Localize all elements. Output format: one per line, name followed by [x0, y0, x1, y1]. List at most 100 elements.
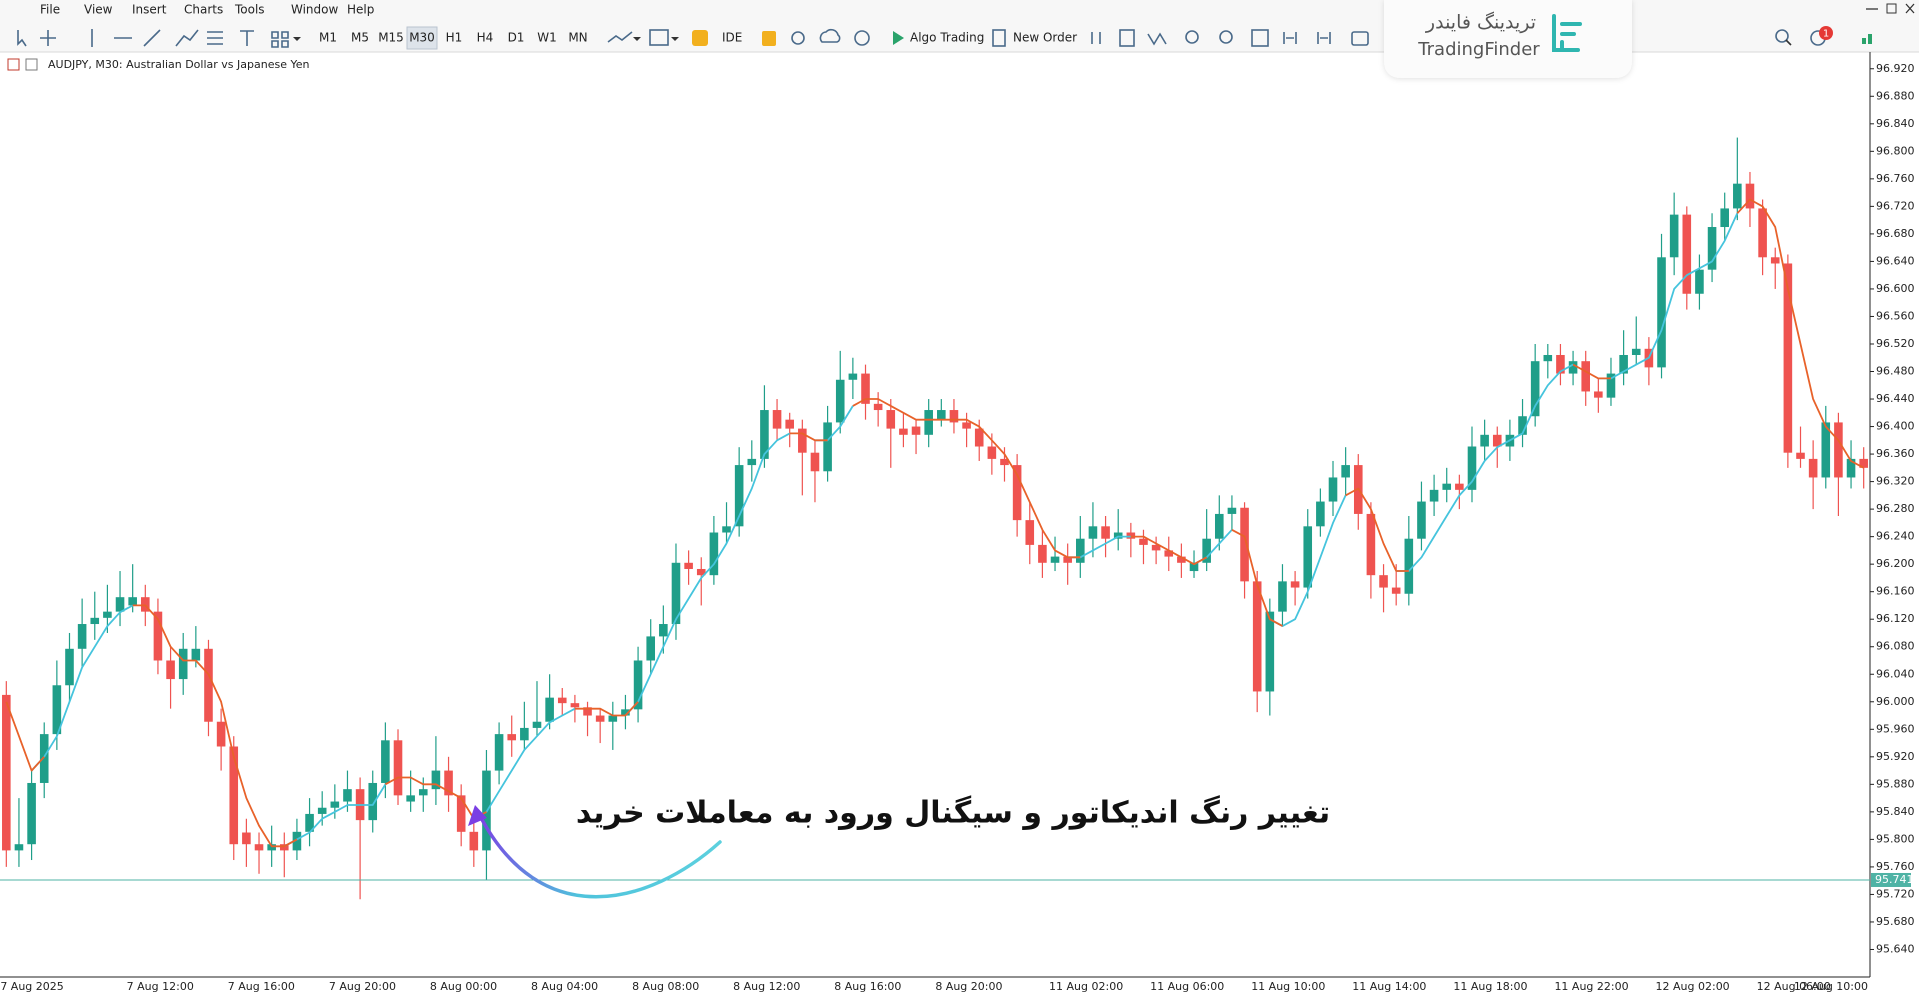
candle-body — [1455, 483, 1464, 490]
timeframe-button[interactable]: H4 — [477, 31, 494, 45]
new-order-button[interactable]: New Order — [1013, 31, 1077, 45]
candle-body — [1429, 489, 1439, 502]
zoom-in-button[interactable] — [1185, 30, 1199, 44]
candle-body — [886, 410, 896, 429]
y-tick-label: 96.280 — [1876, 502, 1915, 515]
ide-button[interactable]: IDE — [722, 31, 742, 45]
zoom-out-button[interactable] — [1219, 30, 1233, 44]
dropdown[interactable] — [293, 37, 301, 41]
chart-mode-button[interactable] — [1119, 29, 1135, 47]
y-tick-label: 96.240 — [1876, 530, 1915, 543]
algo-trading-button[interactable]: Algo Trading — [910, 31, 984, 45]
candle-body — [1530, 361, 1540, 417]
candle-body — [469, 831, 479, 851]
menu-item[interactable]: Tools — [234, 3, 265, 17]
x-tick-label: 7 Aug 2025 — [0, 980, 63, 993]
candle-body — [1568, 361, 1578, 374]
dropdown[interactable] — [671, 37, 679, 41]
candle-body — [1379, 575, 1388, 588]
market-button[interactable] — [692, 30, 708, 46]
depth-button[interactable] — [1091, 32, 1101, 44]
notification-count: 1 — [1823, 29, 1829, 40]
timeframe-button[interactable]: D1 — [508, 31, 525, 45]
y-tick-label: 96.120 — [1876, 612, 1915, 625]
candle-body — [911, 426, 921, 435]
timeframe-button[interactable]: M5 — [351, 31, 369, 45]
menu-item[interactable]: Help — [347, 3, 374, 17]
timeframe-button[interactable]: MN — [568, 31, 587, 45]
shapes-button[interactable] — [271, 31, 289, 48]
signals-button[interactable] — [791, 31, 805, 45]
fibo-button[interactable] — [207, 31, 223, 45]
candle-body — [216, 721, 226, 747]
candle-body — [747, 458, 757, 466]
menu-item[interactable]: Insert — [132, 3, 167, 17]
candle-body — [810, 452, 820, 472]
candle-body — [1606, 373, 1616, 398]
candle-body — [1038, 544, 1047, 563]
x-tick-label: 7 Aug 12:00 — [127, 980, 194, 993]
candle-body — [1834, 422, 1843, 478]
candle-body — [772, 410, 782, 429]
dropdown[interactable] — [633, 37, 641, 41]
candle-body — [608, 715, 618, 722]
chart-icon — [25, 58, 38, 71]
hosting-button[interactable] — [854, 30, 870, 46]
scroll-button[interactable] — [1283, 32, 1297, 44]
current-price-label: 95.741 — [1875, 873, 1914, 886]
annotation-arrowhead — [468, 805, 487, 826]
current-price-box — [1871, 872, 1911, 887]
search-button[interactable] — [1785, 39, 1792, 46]
logo-panel — [1384, 0, 1632, 78]
candle-body — [1316, 501, 1325, 527]
crosshair-button[interactable] — [40, 30, 56, 46]
text-button[interactable] — [240, 30, 254, 46]
candle-body — [659, 624, 668, 637]
close-button[interactable] — [1905, 3, 1915, 14]
candle-body — [684, 562, 693, 569]
candle-body — [204, 648, 213, 722]
candle-body — [1467, 446, 1477, 490]
candle-body — [1594, 391, 1603, 398]
candle-body — [393, 740, 403, 796]
candle-body — [1290, 581, 1300, 588]
channel-button[interactable] — [175, 29, 199, 47]
x-tick-label: 11 Aug 18:00 — [1453, 980, 1527, 993]
trendline-button[interactable] — [143, 29, 161, 47]
x-tick-label: 8 Aug 00:00 — [430, 980, 497, 993]
y-tick-label: 95.760 — [1876, 860, 1915, 873]
search-button[interactable] — [1775, 29, 1789, 43]
menu-item[interactable]: File — [40, 3, 60, 17]
vps-button[interactable] — [819, 28, 841, 43]
candle-body — [115, 597, 125, 612]
candle-body — [1341, 465, 1350, 478]
candle-body — [1821, 422, 1831, 478]
y-tick-label: 96.560 — [1876, 309, 1915, 322]
timeframe-button[interactable]: H1 — [446, 31, 463, 45]
menu-item[interactable]: Window — [291, 3, 339, 17]
menu-item[interactable]: View — [84, 3, 113, 17]
timeframe-button[interactable]: M30 — [409, 31, 435, 45]
screenshot-button[interactable] — [1351, 31, 1369, 46]
line-chart-button[interactable] — [1147, 32, 1167, 46]
store-button[interactable] — [762, 31, 776, 46]
tile-button[interactable] — [1251, 29, 1269, 47]
candle-body — [823, 422, 832, 472]
indicators-button[interactable] — [649, 29, 669, 46]
candle-body — [1151, 544, 1161, 551]
candle-body — [962, 422, 971, 429]
timeframe-button[interactable]: M15 — [378, 31, 404, 45]
timeframe-button[interactable]: W1 — [537, 31, 557, 45]
x-tick-label: 12 Aug 06:00 — [1757, 980, 1831, 993]
cursor-button[interactable] — [17, 30, 27, 47]
chart-type-button[interactable] — [607, 31, 633, 43]
timeframe-button[interactable]: M1 — [319, 31, 337, 45]
y-tick-label: 95.920 — [1876, 750, 1915, 763]
shift-button[interactable] — [1317, 32, 1331, 44]
restore-button[interactable] — [1886, 3, 1897, 14]
new-order-icon — [992, 29, 1006, 47]
x-tick-label: 8 Aug 16:00 — [834, 980, 901, 993]
menu-item[interactable]: Charts — [184, 3, 223, 17]
x-tick-label: 8 Aug 08:00 — [632, 980, 699, 993]
